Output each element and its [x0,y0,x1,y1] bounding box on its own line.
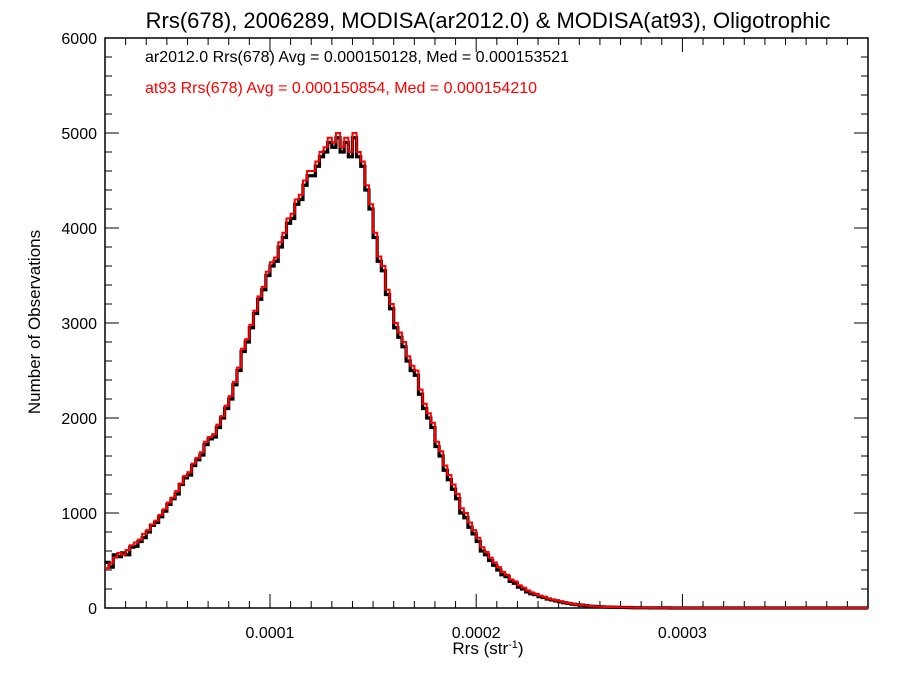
series-ar2012-step [105,136,868,610]
y-tick-label: 4000 [61,221,97,238]
y-tick-label: 2000 [61,411,97,428]
y-tick-label: 5000 [61,126,97,143]
x-axis-label-close: ) [518,639,524,658]
y-tick-labels: 0 1000 2000 3000 4000 5000 6000 [61,31,97,618]
legend-annotation-ar2012: ar2012.0 Rrs(678) Avg = 0.000150128, Med… [145,49,569,66]
chart-title: Rrs(678), 2006289, MODISA(ar2012.0) & MO… [146,8,831,33]
axis-ticks [105,37,868,609]
x-axis-label-sup: -1 [508,639,518,651]
x-tick-label: 0.0003 [658,625,707,642]
series-layer [105,132,868,610]
y-axis-label: Number of Observations [25,230,44,414]
series-at93-step [105,132,868,609]
y-tick-label: 3000 [61,316,97,333]
y-tick-label: 6000 [61,31,97,48]
plot-frame [104,37,869,609]
x-tick-label: 0.0002 [452,625,501,642]
x-axis-label-main: Rrs (str [452,639,508,658]
legend-annotation-at93: at93 Rrs(678) Avg = 0.000150854, Med = 0… [145,80,537,97]
plot-area [104,37,869,610]
y-tick-label: 1000 [61,506,97,523]
x-tick-labels: 0.0001 0.0002 0.0003 [246,625,707,642]
x-axis-label: Rrs (str-1) [452,639,523,658]
x-tick-label: 0.0001 [246,625,295,642]
y-tick-label: 0 [88,601,97,618]
